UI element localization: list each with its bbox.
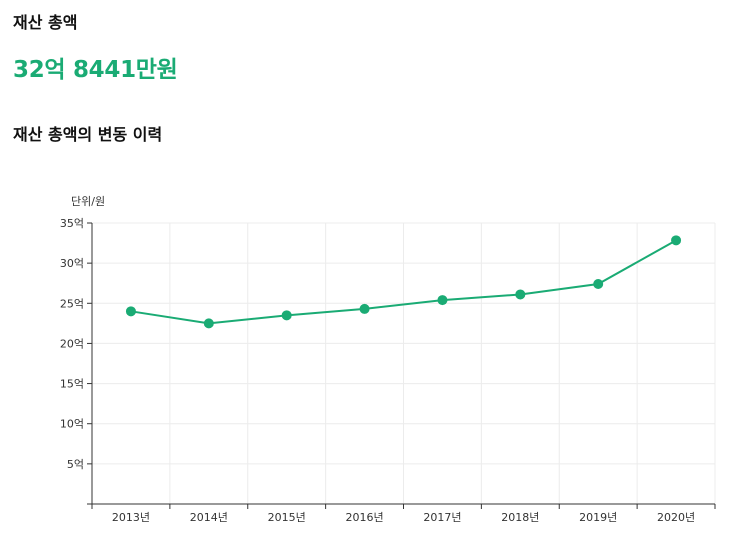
data-point (593, 279, 604, 290)
x-tick-label: 2015년 (268, 511, 306, 524)
data-point (515, 289, 526, 300)
x-axis-ticks: 2013년 2014년 2015년 2016년 2017년 2018년 2019년 2020년 (91, 504, 716, 524)
series-line (130, 239, 677, 325)
data-point (359, 303, 370, 314)
data-point (437, 295, 448, 306)
y-tick-label: 20억 (60, 337, 84, 350)
y-tick-label: 5억 (67, 458, 84, 471)
x-tick-label: 2016년 (346, 511, 384, 524)
x-tick-label: 2020년 (657, 511, 695, 524)
data-point (125, 306, 136, 317)
y-tick-label: 25억 (60, 297, 84, 310)
asset-history-line-chart: 단위/원 5억 10억 15억 20억 25억 30억 35억 2013년 2014년 2015… (60, 195, 716, 524)
y-tick-label: 35억 (60, 217, 84, 230)
y-tick-label: 30억 (60, 257, 84, 270)
series-line-path (130, 239, 677, 325)
x-tick-label: 2019년 (579, 511, 617, 524)
y-tick-label: 10억 (60, 418, 84, 431)
x-tick-label: 2018년 (501, 511, 539, 524)
grid-lines (92, 222, 716, 504)
unit-label: 단위/원 (71, 195, 105, 208)
axes (87, 223, 715, 505)
y-axis-ticks: 5억 10억 15억 20억 25억 30억 35억 (60, 217, 92, 471)
x-tick-label: 2013년 (112, 511, 150, 524)
y-tick-label: 15억 (60, 378, 84, 391)
data-point (203, 318, 214, 329)
history-chart-title: 재산 총액의 변동 이력 (13, 125, 163, 144)
data-points (125, 235, 682, 329)
x-tick-label: 2014년 (190, 511, 228, 524)
data-point (281, 310, 292, 321)
x-tick-label: 2017년 (423, 511, 461, 524)
total-assets-amount: 32억 8441만원 (13, 57, 178, 83)
total-assets-label: 재산 총액 (13, 13, 78, 32)
data-point (671, 235, 682, 246)
